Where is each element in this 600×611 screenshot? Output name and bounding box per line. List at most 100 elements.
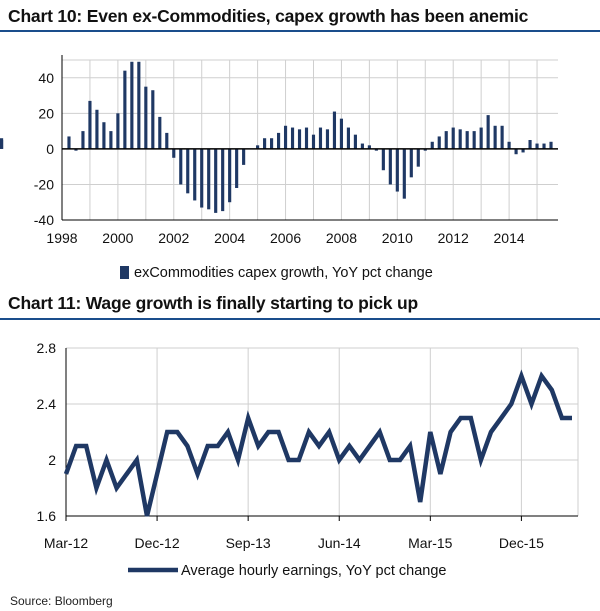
capex-bar [507, 141, 511, 149]
capex-bar [360, 143, 364, 149]
capex-bar [549, 141, 553, 149]
capex-bar [242, 148, 246, 165]
capex-bar [179, 148, 183, 185]
wage-x-tick-label: Dec-12 [135, 535, 180, 551]
capex-bar [458, 129, 462, 149]
capex-bar [479, 127, 483, 149]
capex-legend-label: exCommodities capex growth, YoY pct chan… [134, 265, 433, 281]
chart-11-title: Chart 11: Wage growth is finally startin… [8, 293, 418, 313]
capex-bar [297, 129, 302, 149]
capex-bar [263, 138, 267, 149]
capex-grid [62, 59, 558, 221]
capex-bar [430, 141, 434, 149]
wage-y-tick-labels: 1.6 2 2.4 2.8 [37, 340, 57, 524]
capex-bar [67, 136, 71, 149]
capex-bar [207, 148, 211, 210]
capex-bar [353, 134, 357, 149]
chart-11-title-rule [0, 318, 600, 320]
capex-bar [339, 118, 344, 149]
capex-x-tick-label: 2014 [494, 230, 525, 246]
wage-legend-label: Average hourly earnings, YoY pct change [181, 563, 447, 579]
source-note: Source: Bloomberg [10, 594, 113, 608]
capex-bar [235, 148, 239, 188]
capex-bar [367, 145, 371, 149]
capex-bar [193, 148, 197, 201]
capex-bar [109, 131, 113, 149]
capex-x-tick-label: 2004 [214, 230, 245, 246]
capex-bar [444, 131, 448, 149]
wage-x-tick-label: Mar-12 [44, 535, 89, 551]
capex-y-tick-label: 20 [38, 105, 54, 121]
capex-y-tick-label: -20 [34, 176, 54, 192]
capex-bar [283, 125, 288, 149]
capex-bar [130, 61, 134, 149]
capex-bar [256, 145, 260, 149]
capex-bar [346, 127, 350, 149]
capex-x-tick-label: 2010 [382, 230, 413, 246]
capex-x-tick-label: 1998 [46, 230, 77, 246]
capex-bar [402, 148, 406, 199]
capex-bar [381, 148, 385, 171]
capex-x-tick-label: 2002 [158, 230, 189, 246]
capex-bar [270, 138, 274, 149]
capex-bar [332, 111, 337, 149]
capex-bar [423, 148, 427, 151]
capex-bar [416, 148, 420, 167]
capex-x-tick-labels: 1998 2000 2002 2004 2006 2008 2010 2012 2014 [46, 230, 524, 246]
capex-bar [542, 143, 546, 149]
capex-bar [95, 109, 99, 149]
capex-bar [521, 148, 525, 153]
capex-x-tick-label: 2008 [326, 230, 357, 246]
capex-bar [409, 148, 413, 178]
capex-bar [165, 132, 169, 149]
capex-y-tick-label: 40 [38, 70, 54, 86]
wage-y-tick-label: 2.8 [37, 340, 57, 356]
wage-y-tick-label: 2 [48, 452, 56, 468]
wage-x-tick-label: Dec-15 [499, 535, 544, 551]
chart-10-title: Chart 10: Even ex-Commodities, capex gro… [8, 6, 529, 26]
capex-bar [311, 134, 316, 149]
capex-bars [0, 61, 553, 213]
capex-bar [214, 148, 218, 213]
wage-y-tick-label: 2.4 [37, 396, 57, 412]
capex-bar [472, 131, 476, 149]
capex-bar [318, 127, 323, 149]
wage-series-line [63, 369, 572, 517]
capex-bar [290, 127, 295, 149]
capex-bar [325, 129, 330, 149]
capex-bar [500, 125, 504, 149]
capex-bar [437, 136, 441, 149]
capex-bar [123, 70, 127, 149]
capex-bar [451, 127, 455, 149]
capex-bar [74, 148, 78, 151]
wage-x-tick-label: Sep-13 [226, 535, 271, 551]
capex-bar [528, 140, 532, 149]
capex-bar [144, 86, 148, 149]
capex-bar [151, 90, 155, 149]
capex-bar [102, 122, 106, 149]
capex-bar [486, 115, 490, 149]
capex-bar [493, 125, 497, 149]
capex-bar [200, 148, 204, 208]
capex-bar [0, 138, 4, 149]
capex-bar-chart: -40 -20 0 20 40 1998 2000 2002 2004 2006 2008 2010… [0, 55, 558, 281]
capex-bar [116, 113, 120, 149]
capex-bar [388, 148, 392, 185]
capex-bar [172, 148, 176, 158]
capex-bar [137, 61, 141, 149]
chart-10-title-rule [0, 30, 600, 32]
capex-bar [228, 148, 232, 203]
capex-bar [88, 100, 92, 149]
capex-y-tick-label: -40 [34, 212, 54, 228]
capex-x-tick-label: 2000 [102, 230, 133, 246]
capex-bar [276, 132, 281, 149]
wage-x-tick-label: Mar-15 [408, 535, 453, 551]
capex-bar [514, 148, 518, 155]
capex-bar [374, 148, 378, 151]
capex-bar [186, 148, 190, 194]
capex-bar [395, 148, 399, 192]
capex-legend-swatch [120, 266, 129, 279]
wage-x-tick-labels: Mar-12 Dec-12 Sep-13 Jun-14 Mar-15 Dec-15 [44, 535, 544, 551]
capex-y-tick-label: 0 [46, 141, 54, 157]
capex-bar [81, 131, 85, 149]
